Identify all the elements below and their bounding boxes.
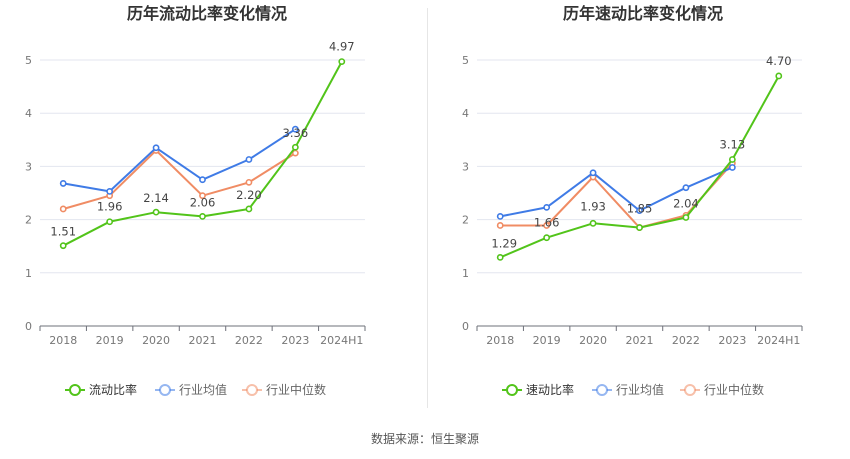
data-label: 2.20 <box>236 188 262 202</box>
data-point <box>728 164 736 171</box>
y-tick-label: 2 <box>462 214 469 227</box>
data-point <box>59 205 67 213</box>
data-label: 1.66 <box>534 216 560 230</box>
x-tick-label: 2023 <box>281 334 309 347</box>
y-tick-label: 4 <box>462 107 469 120</box>
y-tick-label: 0 <box>25 320 32 333</box>
legend-label: 行业中位数 <box>704 382 764 397</box>
data-point <box>728 156 736 163</box>
x-tick-label: 2022 <box>672 334 700 347</box>
y-tick-label: 2 <box>25 214 32 227</box>
data-point <box>543 203 551 211</box>
data-point <box>589 219 597 227</box>
data-point <box>636 207 643 214</box>
data-point <box>775 72 783 80</box>
data-point <box>543 234 551 242</box>
y-tick-label: 5 <box>25 54 32 67</box>
data-label: 3.13 <box>720 137 746 151</box>
data-label: 1.85 <box>627 202 653 216</box>
data-label: 1.51 <box>50 225 76 239</box>
series-line-1 <box>500 166 733 218</box>
data-point <box>199 192 206 200</box>
data-label: 2.06 <box>190 195 216 209</box>
data-label: 4.97 <box>329 40 355 54</box>
data-point <box>245 178 253 186</box>
data-point <box>496 222 504 229</box>
panel-divider <box>427 8 428 408</box>
data-point <box>636 224 643 231</box>
data-point <box>152 208 160 216</box>
x-tick-label: 2022 <box>235 334 263 347</box>
chart-title: 历年速动比率变化情况 <box>563 4 723 23</box>
x-tick-label: 2018 <box>486 334 514 347</box>
data-point <box>543 222 551 229</box>
data-point <box>496 213 504 220</box>
chart-title: 历年流动比率变化情况 <box>127 4 287 23</box>
legend-label: 行业中位数 <box>266 382 326 397</box>
x-tick-label: 2020 <box>142 334 170 347</box>
data-point <box>106 188 114 195</box>
x-tick-label: 2021 <box>626 334 654 347</box>
legend-marker-icon <box>684 384 696 396</box>
data-point <box>291 143 299 151</box>
data-label: 2.14 <box>143 191 169 205</box>
y-tick-label: 1 <box>25 267 32 280</box>
data-point <box>682 214 690 221</box>
data-point <box>245 205 253 213</box>
legend-marker-icon <box>159 384 171 396</box>
y-tick-label: 3 <box>25 160 32 173</box>
series-line-2 <box>62 149 296 210</box>
x-tick-label: 2021 <box>189 334 217 347</box>
legend-marker-icon <box>246 384 258 396</box>
y-tick-label: 3 <box>462 160 469 173</box>
legend-label: 行业均值 <box>179 382 227 397</box>
x-tick-label: 2024H1 <box>320 334 363 347</box>
legend-label: 速动比率 <box>526 382 574 397</box>
x-tick-label: 2024H1 <box>757 334 800 347</box>
legend-marker-icon <box>596 384 608 396</box>
data-point <box>59 180 67 187</box>
y-tick-label: 4 <box>25 107 32 120</box>
data-point <box>291 125 299 133</box>
y-tick-label: 0 <box>462 320 469 333</box>
x-tick-label: 2019 <box>96 334 124 347</box>
data-point <box>59 242 67 250</box>
data-label: 1.29 <box>491 236 517 250</box>
x-tick-label: 2018 <box>49 334 77 347</box>
source-note: 数据来源：恒生聚源 <box>370 432 479 446</box>
data-point <box>152 144 160 152</box>
data-label: 2.04 <box>673 196 699 210</box>
x-tick-label: 2019 <box>533 334 561 347</box>
data-label: 4.70 <box>766 54 792 68</box>
data-point <box>496 253 504 261</box>
x-tick-label: 2020 <box>579 334 607 347</box>
legend-label: 行业均值 <box>616 382 664 397</box>
data-label: 1.93 <box>580 199 606 213</box>
data-point <box>589 169 597 177</box>
data-point <box>338 58 346 65</box>
series-line-1 <box>63 128 296 193</box>
legend-label: 流动比率 <box>89 382 137 397</box>
legend-marker-icon <box>69 384 81 396</box>
data-point <box>106 218 114 226</box>
data-point <box>199 176 206 184</box>
data-label: 1.96 <box>97 200 123 214</box>
x-tick-label: 2023 <box>718 334 746 347</box>
legend-marker-icon <box>506 384 518 396</box>
data-point <box>245 156 253 163</box>
y-tick-label: 1 <box>462 267 469 280</box>
data-label: 3.36 <box>283 126 309 140</box>
data-point <box>199 213 206 220</box>
y-tick-label: 5 <box>462 54 469 67</box>
data-point <box>682 184 690 192</box>
